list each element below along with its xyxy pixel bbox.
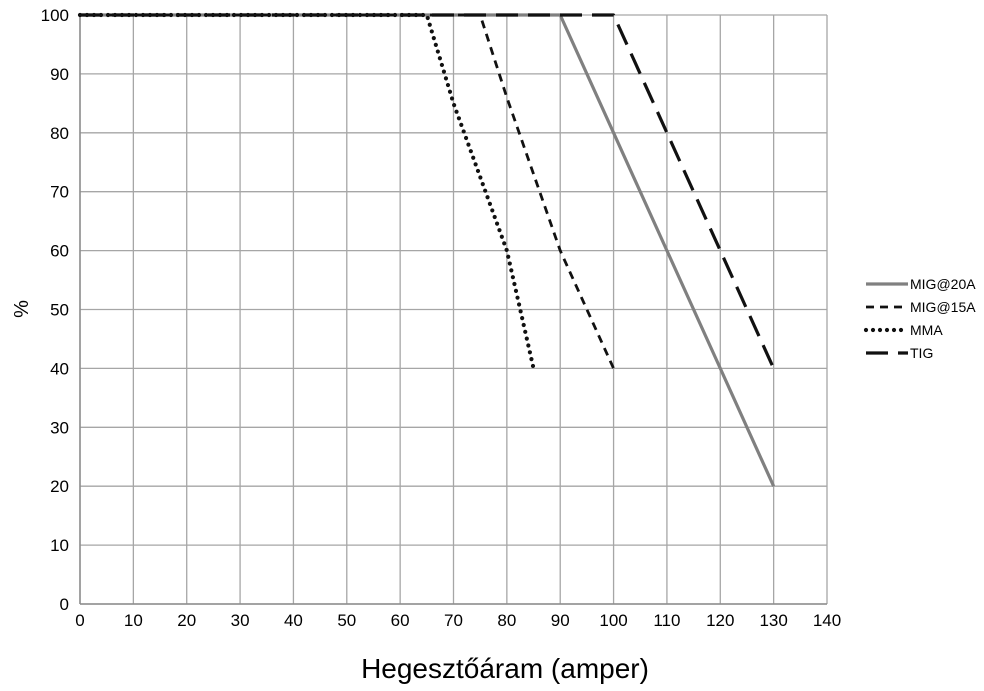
series-group (77, 12, 776, 487)
legend-label: TIG (910, 345, 933, 361)
grid (79, 14, 828, 605)
x-tick-label: 20 (177, 611, 196, 630)
x-tick-label: 140 (813, 611, 841, 630)
x-tick-label: 30 (231, 611, 250, 630)
x-tick-label: 100 (599, 611, 627, 630)
y-tick-label: 60 (50, 242, 69, 261)
x-axis-title: Hegesztőáram (amper) (361, 653, 649, 684)
y-tick-label: 100 (41, 6, 69, 25)
x-tick-label: 130 (759, 611, 787, 630)
x-tick-label: 50 (337, 611, 356, 630)
legend-label: MMA (910, 322, 943, 338)
series-line-tig (80, 13, 776, 370)
y-tick-label: 90 (50, 65, 69, 84)
x-tick-label: 60 (391, 611, 410, 630)
y-tick-label: 30 (50, 418, 69, 437)
y-tick-label: 40 (50, 359, 69, 378)
axes (79, 15, 827, 605)
tick-labels: 0 10 20 30 40 50 60 70 80 90 100 110 120 130 140 0 10 20 3… (41, 6, 842, 630)
legend: MIG@20A MIG@15A MMA TIG (863, 276, 976, 361)
legend-label: MIG@15A (910, 299, 976, 315)
x-tick-label: 0 (75, 611, 84, 630)
x-tick-label: 120 (706, 611, 734, 630)
x-tick-label: 10 (124, 611, 143, 630)
x-tick-label: 110 (653, 611, 680, 630)
x-tick-label: 90 (551, 611, 570, 630)
y-tick-label: 10 (50, 536, 69, 555)
y-tick-label: 0 (60, 595, 69, 614)
y-tick-label: 50 (50, 301, 69, 320)
y-tick-label: 70 (50, 183, 69, 202)
x-tick-label: 70 (444, 611, 463, 630)
legend-label: MIG@20A (910, 276, 976, 292)
y-tick-label: 20 (50, 477, 69, 496)
y-axis-title: % (11, 300, 33, 318)
x-tick-label: 80 (497, 611, 516, 630)
y-tick-label: 80 (50, 124, 69, 143)
x-tick-label: 40 (284, 611, 303, 630)
